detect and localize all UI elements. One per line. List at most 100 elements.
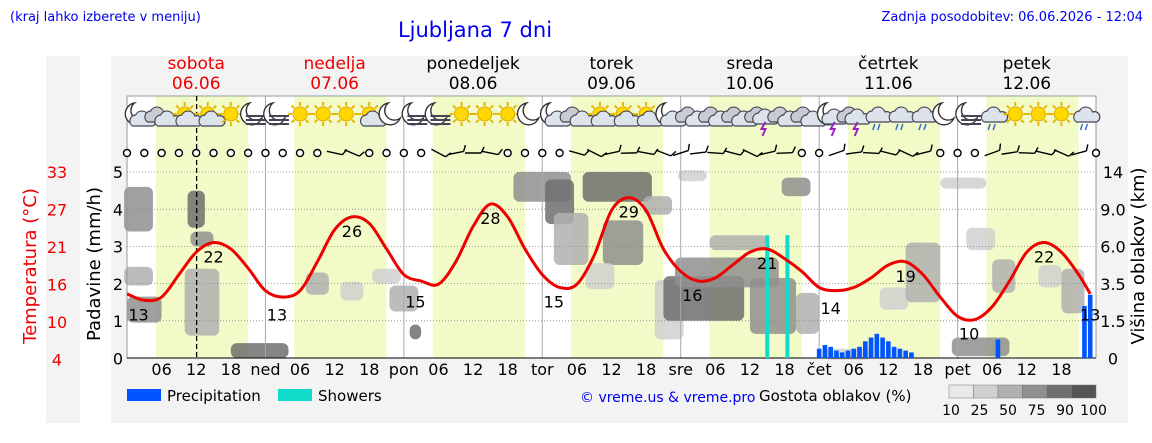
wind-barb-flag [878,147,883,154]
sun-ray [212,104,217,110]
temperature-value-label: 28 [480,209,500,228]
precipitation-tick-label: 2 [113,275,123,294]
wind-barb-flag [670,150,677,157]
hour-tick-label: 18 [1051,360,1071,379]
sun-cloud-icon [587,102,618,127]
cloud-height-tick-label: 1.5 [1100,312,1125,331]
temperature-value-label: 16 [682,286,702,305]
sun-cloud-icon [357,102,388,127]
temperature-tick-label: 10 [47,313,67,332]
sun-disc [1007,106,1023,122]
day-date: 06.06 [172,74,221,94]
wind-barb [569,149,590,156]
day-date: 10.06 [726,74,775,94]
temperature-value-label: 14 [820,299,840,318]
sun-ray [198,104,203,110]
sun-ray [235,118,241,124]
wind-barb-flag [999,143,1002,151]
wind-barb-shaft [431,148,446,158]
wind-calm-symbol [814,148,824,158]
wind-barb-shaft [1001,151,1018,155]
precipitation-bar [874,333,880,358]
wind-barb [689,145,709,155]
wind-barb-flag [843,143,846,151]
sun-ray [1066,118,1071,124]
wind-calm-symbol [278,148,287,158]
moon-fog-icon [424,101,451,126]
cloud-patch [372,268,401,284]
wind-barb [655,149,677,157]
hour-tick-label: 12 [186,360,206,379]
hour-tick-label: 18 [221,360,241,379]
sun-ray [651,104,656,110]
wind-calm-symbol [1091,148,1101,158]
sun-cloud-icon [195,102,226,127]
temperature-value-label: 10 [959,325,979,344]
wind-barb-shaft [672,149,689,157]
wind-barb-shaft [984,149,1000,157]
sun-ray [290,118,296,124]
rain-drop [1084,123,1089,131]
cloud-height-tick-label: 14 [1103,163,1123,182]
cloud-patch [709,235,768,251]
wind-calm-symbol [555,148,564,158]
temperature-value-label: 29 [619,203,639,222]
cloud-patch [582,172,652,202]
moon-icon [932,101,956,126]
precipitation-bar [903,350,908,358]
day-date: 11.06 [864,74,913,94]
credit-link[interactable]: © vreme.us & vreme.pro [580,390,755,406]
legend: Precipitation Showers © vreme.us & vreme… [127,384,1107,419]
precipitation-bar [1087,294,1093,358]
moon-fog-icon [955,101,982,126]
temperature-value-label: 19 [895,267,915,286]
rain-drop [877,123,881,131]
wind-barb [984,143,1002,157]
precipitation-bar [868,337,874,358]
wind-barb-flag [1068,151,1075,157]
precipitation-bar [897,348,903,358]
wind-calm-symbol [503,148,512,158]
rain-drop [918,123,922,131]
wind-barb-shaft [863,151,880,155]
sun-ray [290,104,296,110]
sun-ray [489,118,494,124]
lightning [852,121,860,137]
wind-calm-symbol [313,148,322,158]
cloud-patch [230,343,289,358]
rain-icon [911,106,939,131]
temperature-value-label: 15 [405,292,425,311]
sun-ray [475,104,480,110]
temperature-value-label: 13 [1080,305,1100,324]
cloud-patch [781,177,811,197]
sun-ray [1020,118,1025,124]
wind-barb-flag [584,149,590,156]
sun-ray [1029,118,1034,124]
precipitation-axis-title: Padavine (mm/h) [84,187,105,341]
cloud-height-tick-label: 6.0 [1100,238,1125,257]
temperature-value-label: 21 [757,254,777,273]
sun-ray [221,118,226,124]
daylight-band [847,96,941,358]
wind-barb-shaft [1070,150,1087,156]
wind-calm-symbol [538,148,547,158]
day-date: 09.06 [587,74,636,94]
cloud-density-level-label: 90 [1056,403,1074,419]
wind-barb-shaft [898,148,914,158]
daylight-band [432,96,525,358]
hour-tick-label: 06 [151,360,171,379]
precipitation-tick-label: 1 [113,312,123,331]
sun-ray [336,104,342,110]
sun-icon [449,102,474,126]
temperature-tick-label: 27 [47,201,67,220]
sun-ray [1029,104,1034,110]
wind-barb-flag [653,148,659,155]
cloud-density-level-label: 25 [971,403,989,419]
sun-icon [1049,102,1074,126]
temperature-value-label: 22 [203,248,223,267]
cloud-patch [1038,265,1062,288]
day-name: sreda [726,54,773,74]
wind-calm-symbol [192,148,201,158]
temperature-value-label: 13 [128,305,148,324]
